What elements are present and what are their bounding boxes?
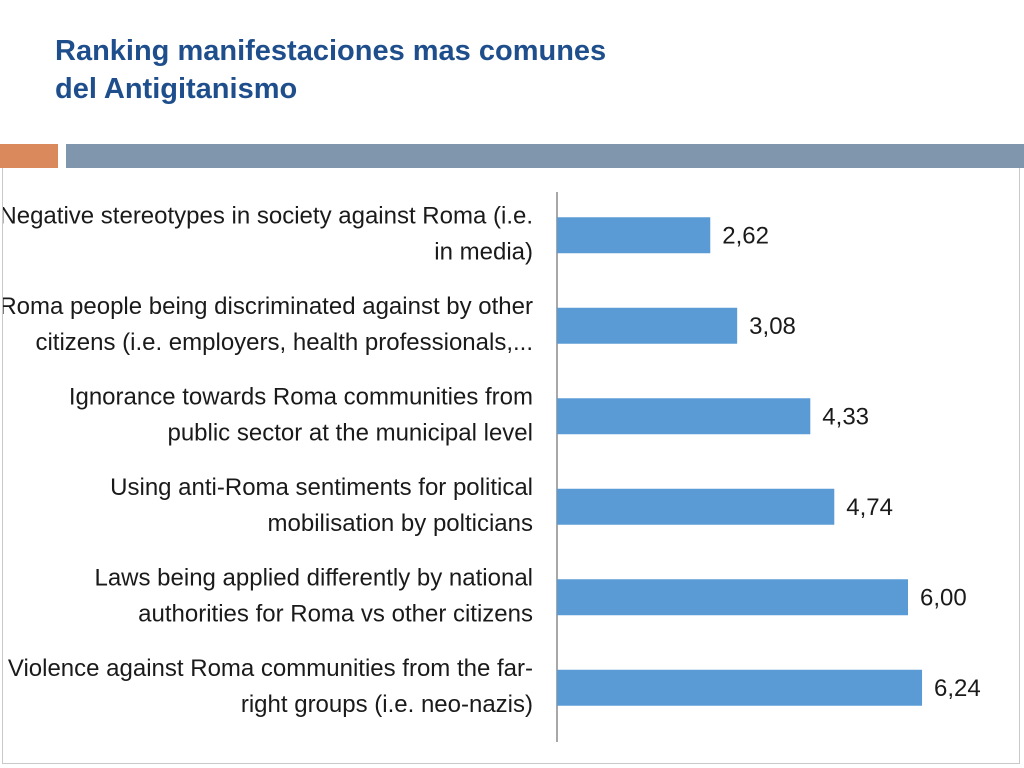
category-label-4: Using anti-Roma sentiments for political…: [110, 474, 533, 537]
value-label-6: 6,24: [934, 675, 981, 702]
category-label-2-line-2: citizens (i.e. employers, health profess…: [35, 329, 533, 356]
category-label-6-line-2: right groups (i.e. neo-nazis): [241, 691, 533, 718]
bar-3: [557, 398, 811, 435]
category-label-2-line-1: Roma people being discriminated against …: [3, 293, 533, 320]
bar-4: [557, 488, 835, 525]
slide-title-line-1: Ranking manifestaciones mas comunes: [55, 35, 607, 67]
category-label-2: Roma people being discriminated against …: [3, 293, 533, 356]
category-label-3-line-1: Ignorance towards Roma communities from: [69, 383, 533, 410]
category-label-3: Ignorance towards Roma communities from p…: [69, 383, 533, 446]
category-label-6-line-1: Violence against Roma communities from t…: [8, 655, 533, 682]
category-label-6: Violence against Roma communities from t…: [8, 655, 533, 718]
bar-6: [557, 669, 923, 706]
bar-chart: 2,62 Negative stereotypes in society agai…: [3, 192, 981, 742]
category-label-1: Negative stereotypes in society against …: [3, 202, 533, 265]
category-label-4-line-1: Using anti-Roma sentiments for political: [110, 474, 533, 501]
value-label-4: 4,74: [846, 494, 893, 521]
value-label-5: 6,00: [920, 584, 967, 611]
value-label-3: 4,33: [822, 403, 869, 430]
header-band: [0, 144, 1024, 168]
value-label-2: 3,08: [749, 313, 796, 340]
category-label-3-line-2: public sector at the municipal level: [167, 419, 533, 446]
category-label-4-line-2: mobilisation by polticians: [268, 510, 533, 537]
bar-5: [557, 579, 908, 616]
header-band-accent: [0, 144, 58, 168]
bar-2: [557, 307, 738, 344]
slide-title-line-2: del Antigitanismo: [55, 73, 298, 105]
header-band-divider: [58, 144, 66, 168]
chart-frame: 2,62 Negative stereotypes in society agai…: [2, 168, 1020, 764]
value-label-1: 2,62: [722, 222, 769, 249]
category-label-5: Laws being applied differently by nation…: [94, 564, 533, 627]
slide-title: Ranking manifestaciones mas comunes del …: [55, 32, 955, 108]
category-label-5-line-1: Laws being applied differently by nation…: [94, 564, 533, 591]
bar-1: [557, 217, 711, 254]
category-label-5-line-2: authorities for Roma vs other citizens: [138, 600, 533, 627]
category-label-1-line-2: in media): [434, 238, 533, 265]
header-band-main: [66, 144, 1024, 168]
category-label-1-line-1: Negative stereotypes in society against …: [3, 202, 533, 229]
